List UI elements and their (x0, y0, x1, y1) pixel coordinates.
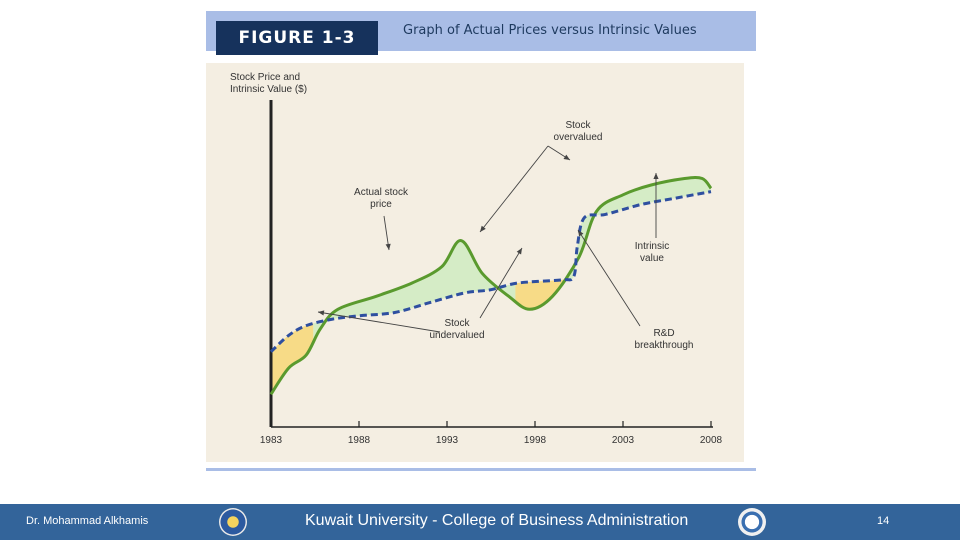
annotation-arrowhead (480, 225, 486, 232)
footer-bar: Dr. Mohammad Alkhamis Kuwait University … (0, 504, 960, 540)
x-tick-label: 2008 (700, 435, 723, 446)
annotation-label: Stock (565, 120, 591, 131)
university-seal-icon (219, 508, 247, 536)
page-number: 14 (877, 515, 890, 527)
annotation-label: Actual stock (354, 187, 409, 198)
figure-title: Graph of Actual Prices versus Intrinsic … (403, 23, 697, 38)
actual-price-line (269, 175, 713, 396)
x-tick-label: 1993 (436, 435, 459, 446)
annotation-label: undervalued (429, 330, 484, 341)
annotation-leader-line (577, 229, 641, 327)
annotation-arrowhead (578, 230, 584, 237)
annotation-leader-line (479, 247, 523, 319)
accreditation-seal-icon (738, 508, 766, 536)
x-tick-label: 1988 (348, 435, 371, 446)
annotation-leader-line (317, 311, 441, 333)
annotation-label: value (640, 253, 664, 264)
figure-label: FIGURE 1-3 (216, 21, 378, 55)
overvalued-region (566, 177, 711, 280)
annotation-arrowhead (516, 248, 522, 255)
y-axis-label-line-2: Intrinsic Value ($) (230, 84, 307, 95)
intrinsic-value-line (269, 190, 712, 353)
annotation-label: Stock (444, 318, 470, 329)
figure-bottom-rule (206, 468, 756, 471)
annotation-label: overvalued (554, 132, 603, 143)
y-axis-label-line-1: Stock Price and (230, 72, 300, 83)
annotation-label: price (370, 199, 392, 210)
annotation-arrowhead (318, 310, 325, 316)
footer-author: Dr. Mohammad Alkhamis (26, 515, 149, 527)
annotation-arrowhead (653, 173, 659, 179)
annotation-label: Intrinsic (635, 241, 669, 252)
annotation-leader-line (479, 145, 549, 233)
x-tick-label: 1983 (260, 435, 283, 446)
overvalued-region (313, 240, 520, 343)
annotation-label: breakthrough (635, 340, 694, 351)
x-tick-label: 2003 (612, 435, 635, 446)
x-tick-label: 1998 (524, 435, 547, 446)
annotation-arrowhead (563, 154, 570, 160)
annotation-arrowhead (385, 243, 391, 250)
annotation-label: R&D (653, 328, 674, 339)
undervalued-region (515, 277, 567, 310)
footer-institution: Kuwait University - College of Business … (305, 512, 689, 529)
